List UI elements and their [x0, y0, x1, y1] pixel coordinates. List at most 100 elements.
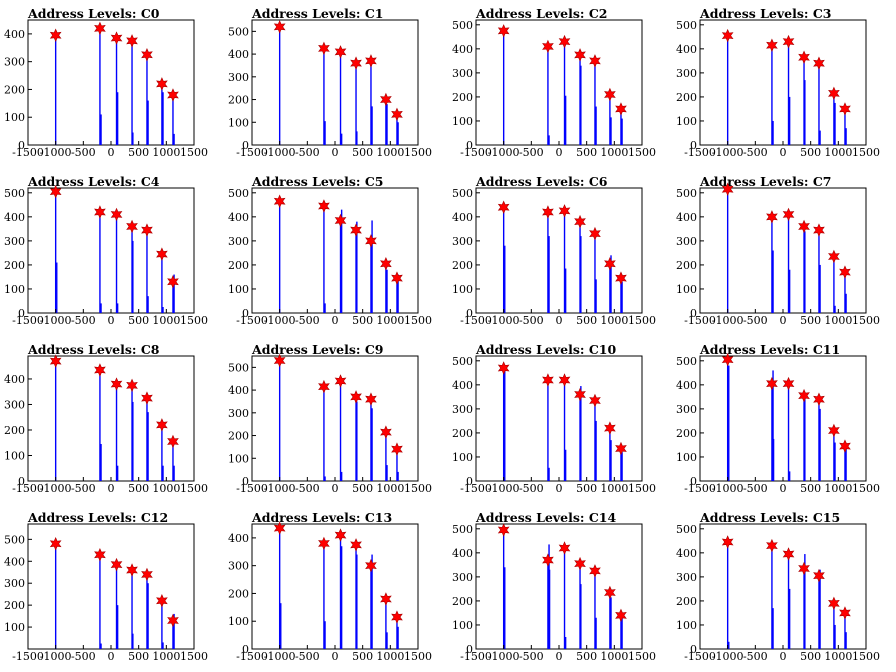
x-tick-label: 1000	[152, 314, 180, 327]
chart-panel: Address Levels: C1 0 100 200 300 400 500 -1500-…	[224, 0, 448, 168]
peak-marker	[167, 275, 179, 289]
peak-marker	[615, 441, 627, 456]
x-tick-label: 0	[780, 482, 787, 495]
peak-marker	[828, 86, 840, 101]
peak-marker	[558, 373, 571, 387]
x-tick-label: -1500	[460, 482, 492, 495]
peak-marker	[94, 363, 106, 377]
plot-frame	[251, 523, 419, 650]
peak-marker	[49, 354, 62, 368]
peak-marker	[782, 376, 795, 391]
chart-title: Address Levels: C11	[700, 342, 841, 357]
x-tick-label: -1500	[236, 146, 268, 159]
y-tick-label: 200	[4, 424, 25, 437]
chart-panel: Address Levels: C4 0 100 200 300 400 500 -1500-…	[0, 168, 224, 336]
peak-marker	[558, 204, 571, 218]
y-tick-label: 400	[676, 211, 697, 224]
y-tick-label: 0	[466, 475, 473, 488]
x-tick-label: 0	[780, 314, 787, 327]
plot-frame	[699, 355, 867, 482]
x-tick-label: 1500	[404, 650, 432, 663]
x-tick-label: -1500	[460, 650, 492, 663]
x-tick-label: 1500	[180, 650, 208, 663]
peak-marker	[497, 200, 510, 214]
y-tick-label: 300	[4, 398, 25, 411]
y-tick-label: 200	[452, 91, 473, 104]
peak-marker	[141, 47, 153, 62]
y-tick-label: 300	[676, 67, 697, 80]
y-tick-label: 200	[228, 430, 249, 443]
y-tick-label: 300	[676, 235, 697, 248]
y-tick-label: 100	[228, 615, 249, 628]
x-tick-label: 1000	[152, 146, 180, 159]
peak-marker	[110, 31, 123, 45]
x-tick-label: -1000	[712, 314, 744, 327]
peak-marker	[766, 538, 778, 553]
y-tick-label: 0	[466, 307, 473, 320]
x-tick-label: 1000	[824, 482, 852, 495]
x-tick-label: 500	[800, 146, 821, 159]
y-tick-label: 200	[228, 94, 249, 107]
peak-marker	[365, 54, 377, 68]
peak-marker	[542, 373, 554, 387]
x-tick-label: 0	[332, 650, 339, 663]
chart-title: Address Levels: C5	[252, 174, 384, 189]
peak-marker	[828, 249, 840, 264]
x-tick-label: 1500	[852, 314, 880, 327]
y-tick-label: 400	[452, 547, 473, 560]
peak-marker	[110, 557, 123, 572]
y-tick-label: 300	[4, 235, 25, 248]
y-tick-label: 0	[690, 139, 697, 152]
y-tick-label: 0	[690, 307, 697, 320]
x-tick-label: 0	[556, 314, 563, 327]
chart-panel: Address Levels: C6 0 100 200 300 400 500 -1500-…	[448, 168, 672, 336]
y-tick-label: 0	[242, 139, 249, 152]
y-tick-label: 200	[452, 427, 473, 440]
x-tick-label: 1500	[852, 650, 880, 663]
y-tick-label: 400	[4, 555, 25, 568]
y-tick-label: 500	[4, 533, 25, 546]
x-tick-label: -500	[519, 314, 544, 327]
x-tick-label: 1500	[404, 314, 432, 327]
peak-marker	[839, 439, 851, 453]
y-tick-label: 400	[452, 379, 473, 392]
peak-marker	[839, 606, 851, 620]
peak-marker	[126, 34, 138, 48]
x-tick-label: 1500	[180, 482, 208, 495]
x-tick-label: -500	[71, 650, 96, 663]
y-tick-label: 100	[452, 283, 473, 296]
y-tick-label: 400	[228, 211, 249, 224]
plot-frame	[699, 187, 867, 314]
y-tick-label: 100	[4, 621, 25, 634]
peak-marker	[141, 391, 153, 405]
y-tick-label: 200	[4, 83, 25, 96]
chart-panel: Address Levels: C7 0 100 200 300 400 500 -1500-…	[672, 168, 896, 336]
chart-panel: Address Levels: C15 0 100 200 300 400 500 -1500…	[672, 504, 896, 672]
peak-marker	[167, 613, 179, 628]
chart-title: Address Levels: C8	[28, 342, 160, 357]
y-tick-label: 400	[4, 211, 25, 224]
x-tick-label: 500	[352, 146, 373, 159]
x-tick-label: 500	[128, 482, 149, 495]
x-tick-label: 1000	[824, 314, 852, 327]
y-tick-label: 0	[242, 475, 249, 488]
x-tick-label: 500	[128, 146, 149, 159]
x-tick-label: 1000	[376, 482, 404, 495]
x-tick-label: 500	[352, 482, 373, 495]
chart-title: Address Levels: C10	[476, 342, 617, 357]
x-tick-label: 0	[780, 650, 787, 663]
y-tick-label: 0	[18, 307, 25, 320]
plot-frame	[251, 355, 419, 482]
chart-svg: 0 100 200 300 400 -1500-1000 -500 0 500 1000 1500	[228, 521, 432, 663]
x-tick-label: -1000	[712, 482, 744, 495]
peak-marker	[558, 34, 571, 49]
peak-marker	[318, 41, 330, 56]
peak-marker	[365, 558, 377, 573]
y-tick-label: 200	[4, 259, 25, 272]
peak-marker	[828, 423, 840, 438]
y-tick-label: 500	[676, 19, 697, 32]
x-tick-label: 0	[108, 482, 115, 495]
